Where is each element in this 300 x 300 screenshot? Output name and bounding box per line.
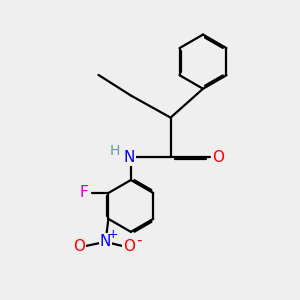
Text: O: O (123, 239, 135, 254)
Text: F: F (80, 185, 88, 200)
Text: O: O (73, 239, 85, 254)
Text: H: H (110, 144, 120, 158)
Text: N: N (124, 150, 135, 165)
Text: N: N (100, 234, 111, 249)
Text: -: - (136, 233, 142, 248)
Text: O: O (212, 150, 224, 165)
Text: +: + (107, 228, 118, 241)
